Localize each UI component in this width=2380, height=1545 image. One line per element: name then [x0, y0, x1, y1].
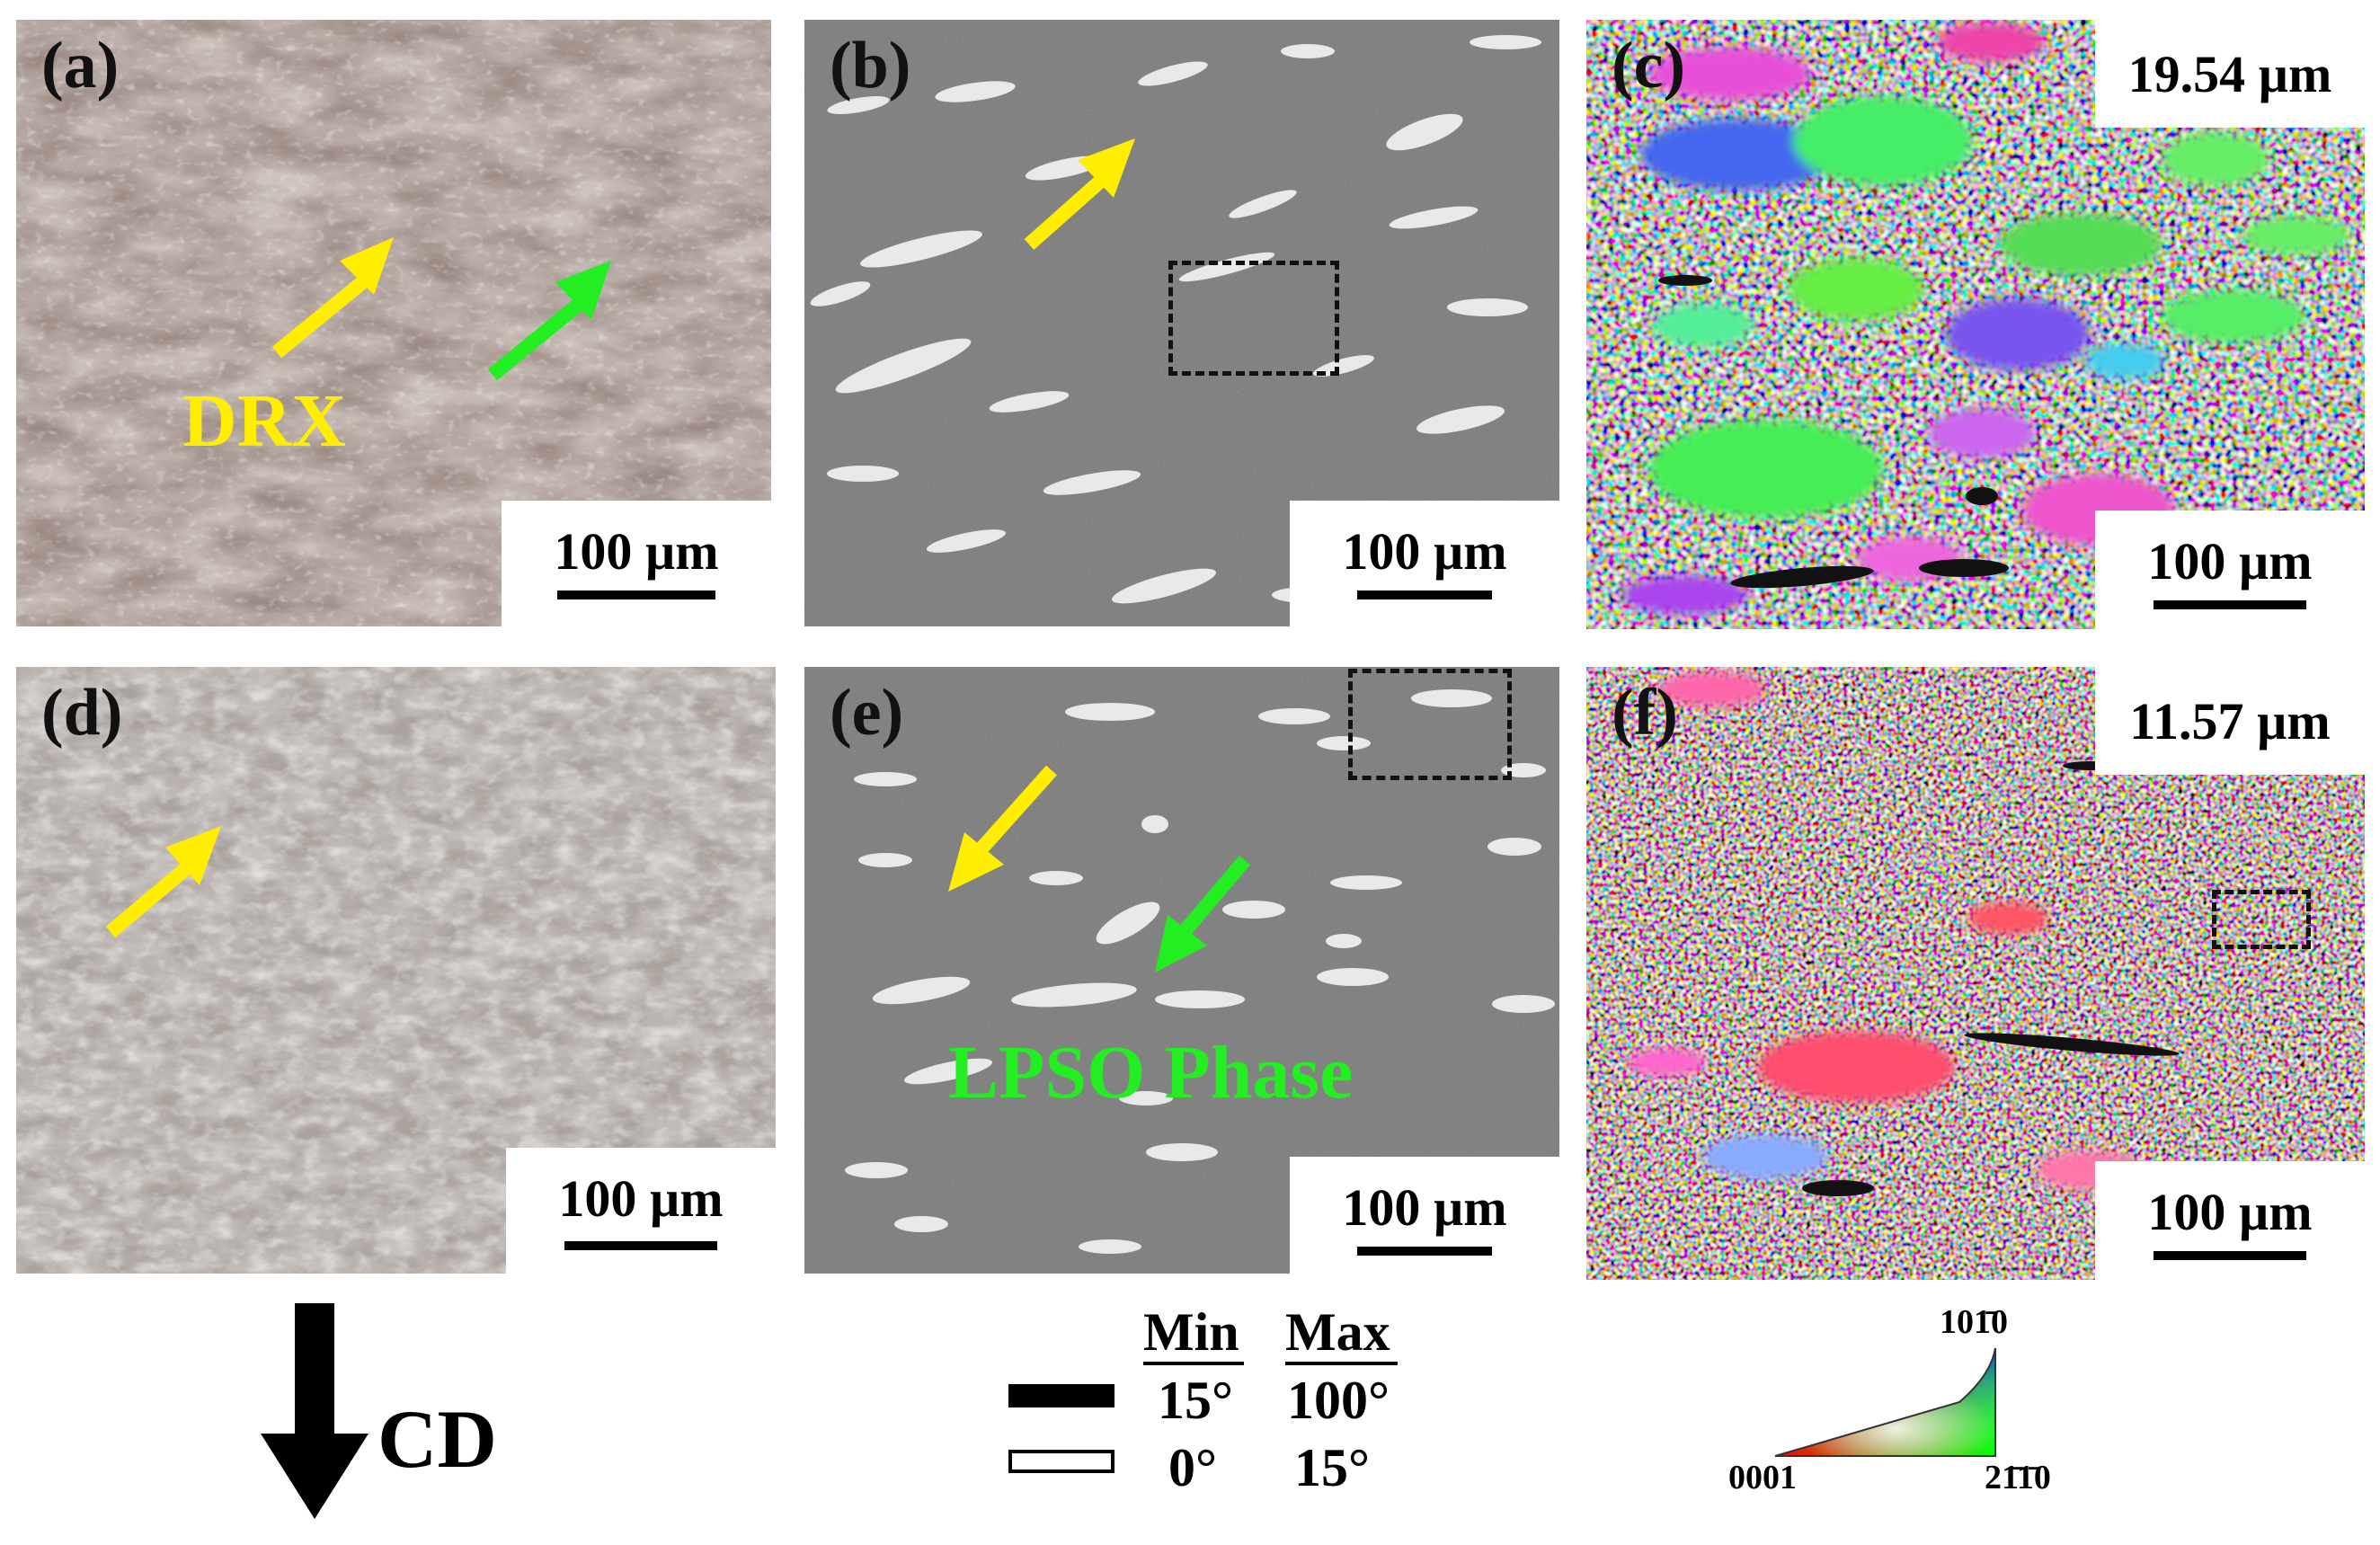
optical-micrograph-d	[16, 667, 776, 1274]
scale-bar-b: 100 µm	[1290, 501, 1559, 626]
scale-bar-a-label: 100 µm	[554, 522, 719, 581]
grain-size-f-value: 11.57 µm	[2129, 692, 2331, 750]
high-angle-boundary-swatch	[1008, 1384, 1115, 1407]
panel-c-ebsd-map: (c) 19.54 µm 100 µm	[1586, 20, 2365, 629]
scale-bar-f-label: 100 µm	[2147, 1183, 2313, 1241]
scale-bar-b-label: 100 µm	[1342, 522, 1507, 581]
ipf-label-top: 101̄0	[1940, 1303, 2008, 1341]
legend-min-underline	[1143, 1362, 1244, 1365]
legend-row2-min: 0°	[1168, 1438, 1217, 1497]
yellow-arrow-icon	[271, 237, 394, 359]
panel-d-optical-micrograph: (d) 100 µm	[16, 667, 776, 1274]
scale-bar-a: 100 µm	[502, 501, 771, 626]
legend-row1-min: 15°	[1158, 1371, 1233, 1430]
yellow-arrow-icon	[105, 826, 221, 938]
low-angle-boundary-swatch	[1008, 1450, 1115, 1473]
region-of-interest-box	[1168, 261, 1339, 376]
region-of-interest-box	[1348, 669, 1512, 780]
grain-size-c-value: 19.54 µm	[2127, 45, 2332, 103]
yellow-arrow-icon	[948, 765, 1057, 892]
scale-bar-a-line	[557, 590, 715, 599]
scale-bar-f-line	[2154, 1251, 2306, 1260]
green-arrow-icon	[1155, 855, 1251, 972]
scale-bar-e: 100 µm	[1290, 1157, 1559, 1274]
scale-bar-c: 100 µm	[2095, 511, 2365, 629]
cd-direction-label: CD	[377, 1393, 497, 1485]
panel-f-ebsd-map: (f) 11.57 µm 100 µm	[1586, 667, 2365, 1280]
scale-bar-e-line	[1357, 1247, 1492, 1256]
panel-e-label: (e)	[830, 676, 904, 750]
panel-c-label: (c)	[1612, 29, 1686, 102]
legend-row2-max: 15°	[1294, 1438, 1370, 1497]
scale-bar-e-label: 100 µm	[1342, 1178, 1507, 1237]
green-arrow-icon	[487, 261, 611, 381]
panel-b-sem-image: (b) 100 µm	[804, 20, 1559, 626]
panel-b-label: (b)	[830, 29, 911, 102]
scale-bar-c-line	[2154, 600, 2306, 609]
panel-e-sem-image: (e) LPSO Phase 100 µm	[804, 667, 1559, 1274]
optical-micrograph-a	[16, 20, 771, 626]
panel-d-label: (d)	[41, 676, 123, 750]
ipf-triangle	[1774, 1347, 1996, 1457]
panel-a-label: (a)	[41, 29, 120, 102]
scale-bar-d-label: 100 µm	[558, 1169, 724, 1228]
ipf-label-left: 0001	[1728, 1459, 1797, 1496]
lpso-phase-annotation: LPSO Phase	[948, 1031, 1354, 1114]
scale-bar-b-line	[1357, 590, 1492, 599]
panel-a-optical-micrograph: (a) DRX 100 µm	[16, 20, 771, 626]
grain-size-c: 19.54 µm	[2095, 20, 2365, 128]
scale-bar-d: 100 µm	[506, 1148, 776, 1274]
yellow-arrow-icon	[1024, 138, 1135, 250]
legend-max-underline	[1285, 1362, 1398, 1365]
down-arrow-icon	[261, 1303, 369, 1519]
legend-min-header: Min	[1143, 1302, 1239, 1362]
ipf-label-right: 21̄1̄0	[1985, 1459, 2051, 1496]
legend-row1-max: 100°	[1287, 1371, 1390, 1430]
scale-bar-d-line	[564, 1241, 717, 1250]
scale-bar-f: 100 µm	[2095, 1161, 2365, 1280]
scale-bar-c-label: 100 µm	[2147, 532, 2313, 590]
drx-annotation: DRX	[182, 379, 346, 463]
grain-size-f: 11.57 µm	[2095, 667, 2365, 775]
legend-max-header: Max	[1285, 1302, 1390, 1362]
region-of-interest-box	[2212, 890, 2311, 949]
panel-f-label: (f)	[1612, 676, 1678, 750]
